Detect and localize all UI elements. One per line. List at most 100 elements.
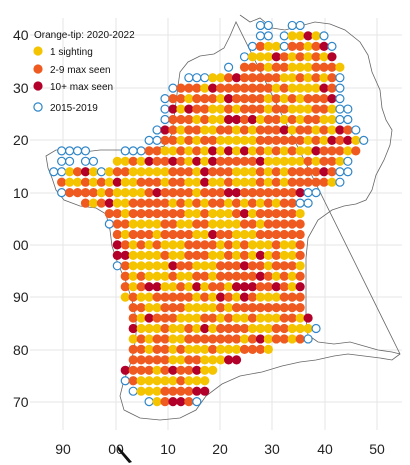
map-dot-10plus: [168, 397, 178, 407]
map-dot-1-sighting: [152, 229, 162, 240]
map-dot-2-9: [72, 167, 83, 177]
map-dot-2-9: [247, 62, 258, 72]
map-dot-2-9: [80, 188, 91, 198]
map-dot-2-9: [216, 167, 226, 177]
map-dot-1-sighting: [263, 52, 273, 62]
map-dot-2-9: [120, 167, 130, 177]
map-dot-2-9: [184, 323, 194, 334]
map-dot-2-9: [152, 208, 162, 219]
map-dot-2-9: [287, 229, 297, 240]
map-dot-2-9: [287, 303, 297, 313]
map-dot-2-9: [263, 135, 273, 145]
map-dot-2-9: [200, 240, 210, 250]
map-dot-2-9: [224, 177, 234, 187]
map-dot-2-9: [247, 334, 258, 344]
map-dot-2-9: [65, 188, 75, 198]
map-dot-2-9: [295, 125, 305, 135]
map-dot-2015-2019: [351, 125, 361, 135]
map-dot-2-9: [144, 177, 154, 187]
map-dot-2-9: [327, 146, 337, 156]
map-dot-2-9: [184, 114, 194, 125]
map-dot-1-sighting: [176, 219, 186, 229]
x-axis-ticks: 90 00 10 20 30 40 50: [55, 441, 385, 457]
map-dot-2015-2019: [311, 323, 321, 334]
map-dot-1-sighting: [208, 73, 218, 83]
map-dot-1-sighting: [144, 344, 154, 354]
map-dot-1-sighting: [351, 135, 361, 145]
map-dot-10plus: [239, 292, 250, 302]
map-dot-2-9: [239, 104, 250, 114]
map-dot-10plus: [112, 250, 122, 260]
map-dot-2-9: [255, 125, 265, 135]
map-dot-1-sighting: [327, 125, 337, 135]
map-dot-2-9: [168, 94, 178, 104]
map-dot-2-9: [255, 282, 265, 292]
map-dot-2-9: [104, 208, 114, 219]
map-dot-2-9: [176, 386, 186, 396]
map-dot-1-sighting: [255, 240, 265, 250]
map-dot-10plus: [255, 334, 265, 344]
map-dot-2-9: [255, 62, 265, 72]
map-dot-1-sighting: [303, 104, 313, 114]
map-dot-2-9: [216, 261, 226, 271]
map-dot-2-9: [271, 261, 281, 271]
map-dot-1-sighting: [287, 271, 297, 281]
map-dot-1-sighting: [335, 62, 345, 72]
map-dot-2-9: [200, 313, 210, 323]
map-dot-1-sighting: [200, 344, 210, 354]
map-dot-1-sighting: [152, 261, 162, 271]
map-dot-2-9: [176, 198, 186, 208]
map-dot-2-9: [311, 114, 321, 125]
map-dot-1-sighting: [144, 219, 154, 229]
map-dot-2-9: [271, 323, 281, 334]
map-dot-1-sighting: [247, 167, 258, 177]
map-dot-1-sighting: [263, 177, 273, 187]
map-dot-1-sighting: [160, 177, 170, 187]
map-dot-2-9: [184, 250, 194, 260]
map-dot-2-9: [287, 114, 297, 125]
x-tick-label: 40: [317, 441, 333, 457]
map-dot-2-9: [247, 303, 258, 313]
map-dot-2-9: [287, 219, 297, 229]
map-dot-1-sighting: [216, 94, 226, 104]
map-dot-1-sighting: [239, 313, 250, 323]
map-dot-2015-2019: [303, 334, 313, 344]
map-dot-2-9: [279, 52, 289, 62]
map-dot-1-sighting: [192, 208, 202, 219]
map-dot-2-9: [136, 177, 146, 187]
map-dot-2-9: [224, 271, 234, 281]
map-dot-2-9: [271, 135, 281, 145]
map-dot-1-sighting: [152, 303, 162, 313]
map-dot-1-sighting: [239, 167, 250, 177]
legend-label-2-9: 2-9 max seen: [50, 65, 111, 76]
map-dot-2-9: [184, 397, 194, 407]
map-dot-2-9: [192, 334, 202, 344]
map-dot-2-9: [263, 198, 273, 208]
map-dot-2-9: [192, 83, 202, 93]
map-dot-1-sighting: [120, 198, 130, 208]
map-dot-1-sighting: [287, 250, 297, 260]
map-dot-2015-2019: [343, 156, 353, 166]
map-dot-2-9: [279, 104, 289, 114]
map-dot-2-9: [192, 94, 202, 104]
map-dot-1-sighting: [263, 62, 273, 72]
map-dot-2-9: [239, 94, 250, 104]
map-dot-2-9: [176, 344, 186, 354]
map-dot-1-sighting: [184, 198, 194, 208]
map-dot-2-9: [255, 229, 265, 240]
map-dot-2015-2019: [255, 20, 265, 31]
map-dot-1-sighting: [295, 94, 305, 104]
map-dot-1-sighting: [295, 114, 305, 125]
map-dot-10plus: [192, 365, 202, 375]
map-dot-1-sighting: [216, 177, 226, 187]
map-dot-2-9: [327, 167, 337, 177]
map-dot-1-sighting: [287, 156, 297, 166]
map-dot-2-9: [271, 219, 281, 229]
x-tick-label: 20: [212, 441, 228, 457]
map-dot-2-9: [128, 198, 138, 208]
map-dot-1-sighting: [128, 188, 138, 198]
map-dot-10plus: [120, 250, 130, 260]
map-dot-2-9: [200, 94, 210, 104]
map-dot-10plus: [208, 156, 218, 166]
map-dot-2-9: [216, 156, 226, 166]
